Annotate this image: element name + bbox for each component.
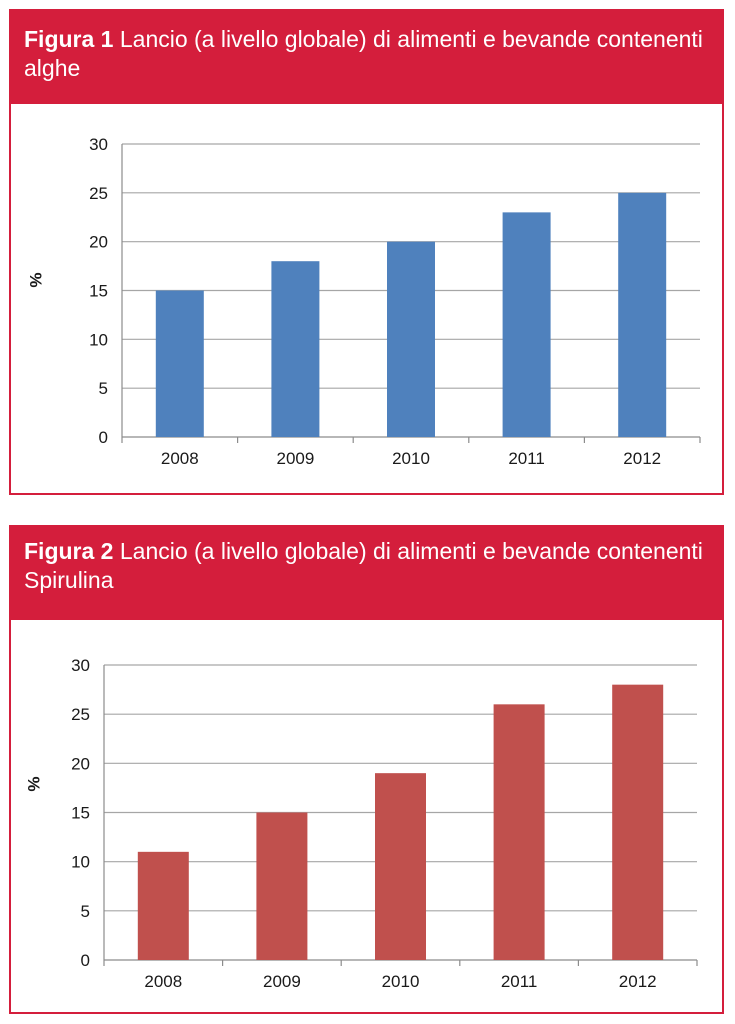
figure-2-y-tick-label: 15 <box>71 804 90 823</box>
figure-1-y-tick-label: 0 <box>99 428 108 447</box>
figure-2-bar-2011 <box>493 704 545 960</box>
figure-2-bar-2009 <box>256 812 308 960</box>
figure-1-bar-2012 <box>618 192 667 437</box>
figure-1-x-tick-label: 2010 <box>392 449 430 468</box>
figure-1-x-tick-label: 2008 <box>161 449 199 468</box>
figure-1-bar-chart: 0 5 10 15 20 25 30% 2008 2009 2010 2011 2012 <box>26 135 701 468</box>
figure-2-bar-2012 <box>612 684 664 960</box>
figure-2-y-tick-label: 10 <box>71 853 90 872</box>
figure-2-label: Figura 2 <box>24 538 114 564</box>
figure-2-bar-chart: 0 5 10 15 20 25 30% 2008 2009 2010 2011 2012 <box>24 656 698 991</box>
figure-1-y-tick-label: 10 <box>89 330 108 349</box>
figure-1-x-tick-label: 2012 <box>623 449 661 468</box>
figure-2-x-tick-label: 2008 <box>144 972 182 991</box>
figure-2-x-tick-label: 2012 <box>619 972 657 991</box>
figure-1-bar-2008 <box>155 290 204 437</box>
figure-1-y-tick-label: 30 <box>89 135 108 154</box>
figure-1-panel: Figura 1 Lancio (a livello globale) di a… <box>9 9 724 495</box>
figure-2-bar-2010 <box>375 773 426 960</box>
figure-1-y-axis-title: % <box>26 272 45 287</box>
figure-2-x-tick-label: 2011 <box>501 972 538 991</box>
figure-1-header: Figura 1 Lancio (a livello globale) di a… <box>11 11 722 104</box>
figure-1-y-tick-label: 5 <box>99 379 108 398</box>
figure-2-bar-2008 <box>137 851 189 960</box>
figure-1-bar-2009 <box>271 261 320 437</box>
figure-2-y-tick-label: 25 <box>71 705 90 724</box>
figure-1-x-tick-label: 2009 <box>276 449 314 468</box>
figure-2-panel: Figura 2 Lancio (a livello globale) di a… <box>9 525 724 1014</box>
figure-1-y-tick-label: 15 <box>89 282 108 301</box>
figure-2-y-tick-label: 5 <box>81 902 90 921</box>
figure-1-y-tick-label: 25 <box>89 184 108 203</box>
figure-1-bar-2011 <box>502 212 551 437</box>
figure-2-y-tick-label: 0 <box>81 951 90 970</box>
figure-2-x-tick-label: 2010 <box>382 972 420 991</box>
figure-1-bar-2010 <box>387 241 435 437</box>
figure-2-x-tick-label: 2009 <box>263 972 301 991</box>
figure-1-y-tick-label: 20 <box>89 233 108 252</box>
figure-2-header: Figura 2 Lancio (a livello globale) di a… <box>11 527 722 620</box>
figure-1-x-tick-label: 2011 <box>508 449 545 468</box>
figure-2-y-axis-title: % <box>24 776 43 791</box>
figure-1-caption: Lancio (a livello globale) di alimenti e… <box>24 26 703 81</box>
figure-1-label: Figura 1 <box>24 26 114 52</box>
figure-2-y-tick-label: 30 <box>71 656 90 675</box>
figure-2-y-tick-label: 20 <box>71 754 90 773</box>
figure-2-caption: Lancio (a livello globale) di alimenti e… <box>24 538 703 593</box>
